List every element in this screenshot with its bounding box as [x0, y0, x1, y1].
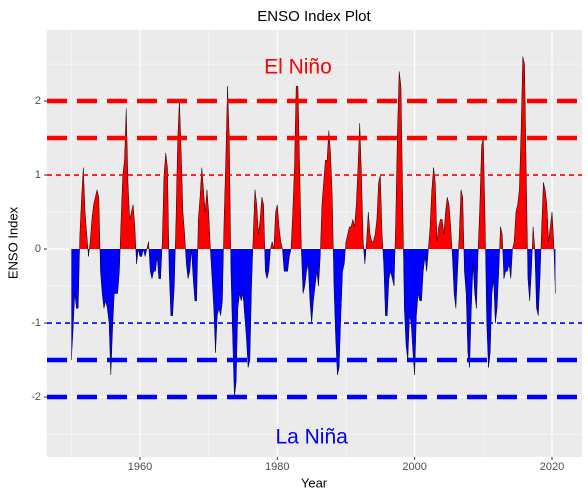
- y-tick-label: 0: [35, 243, 41, 255]
- area-negative: [71, 249, 556, 398]
- y-tick-label: -2: [31, 391, 41, 403]
- x-tick-label: 1960: [128, 461, 152, 473]
- y-tick-label: 1: [35, 169, 41, 181]
- x-tick-label: 2000: [402, 461, 426, 473]
- area-outline: [71, 56, 556, 398]
- y-axis-title: ENSO Index: [5, 206, 20, 279]
- annotation: El Niño: [264, 55, 332, 78]
- y-tick-label: 2: [35, 95, 41, 107]
- x-axis-title: Year: [301, 475, 328, 490]
- x-tick-label: 1980: [265, 461, 289, 473]
- chart-title: ENSO Index Plot: [257, 8, 371, 25]
- y-tick-label: -1: [31, 317, 41, 329]
- annotation: La Niña: [275, 425, 348, 448]
- area-positive: [71, 56, 556, 250]
- x-tick-label: 2020: [540, 461, 564, 473]
